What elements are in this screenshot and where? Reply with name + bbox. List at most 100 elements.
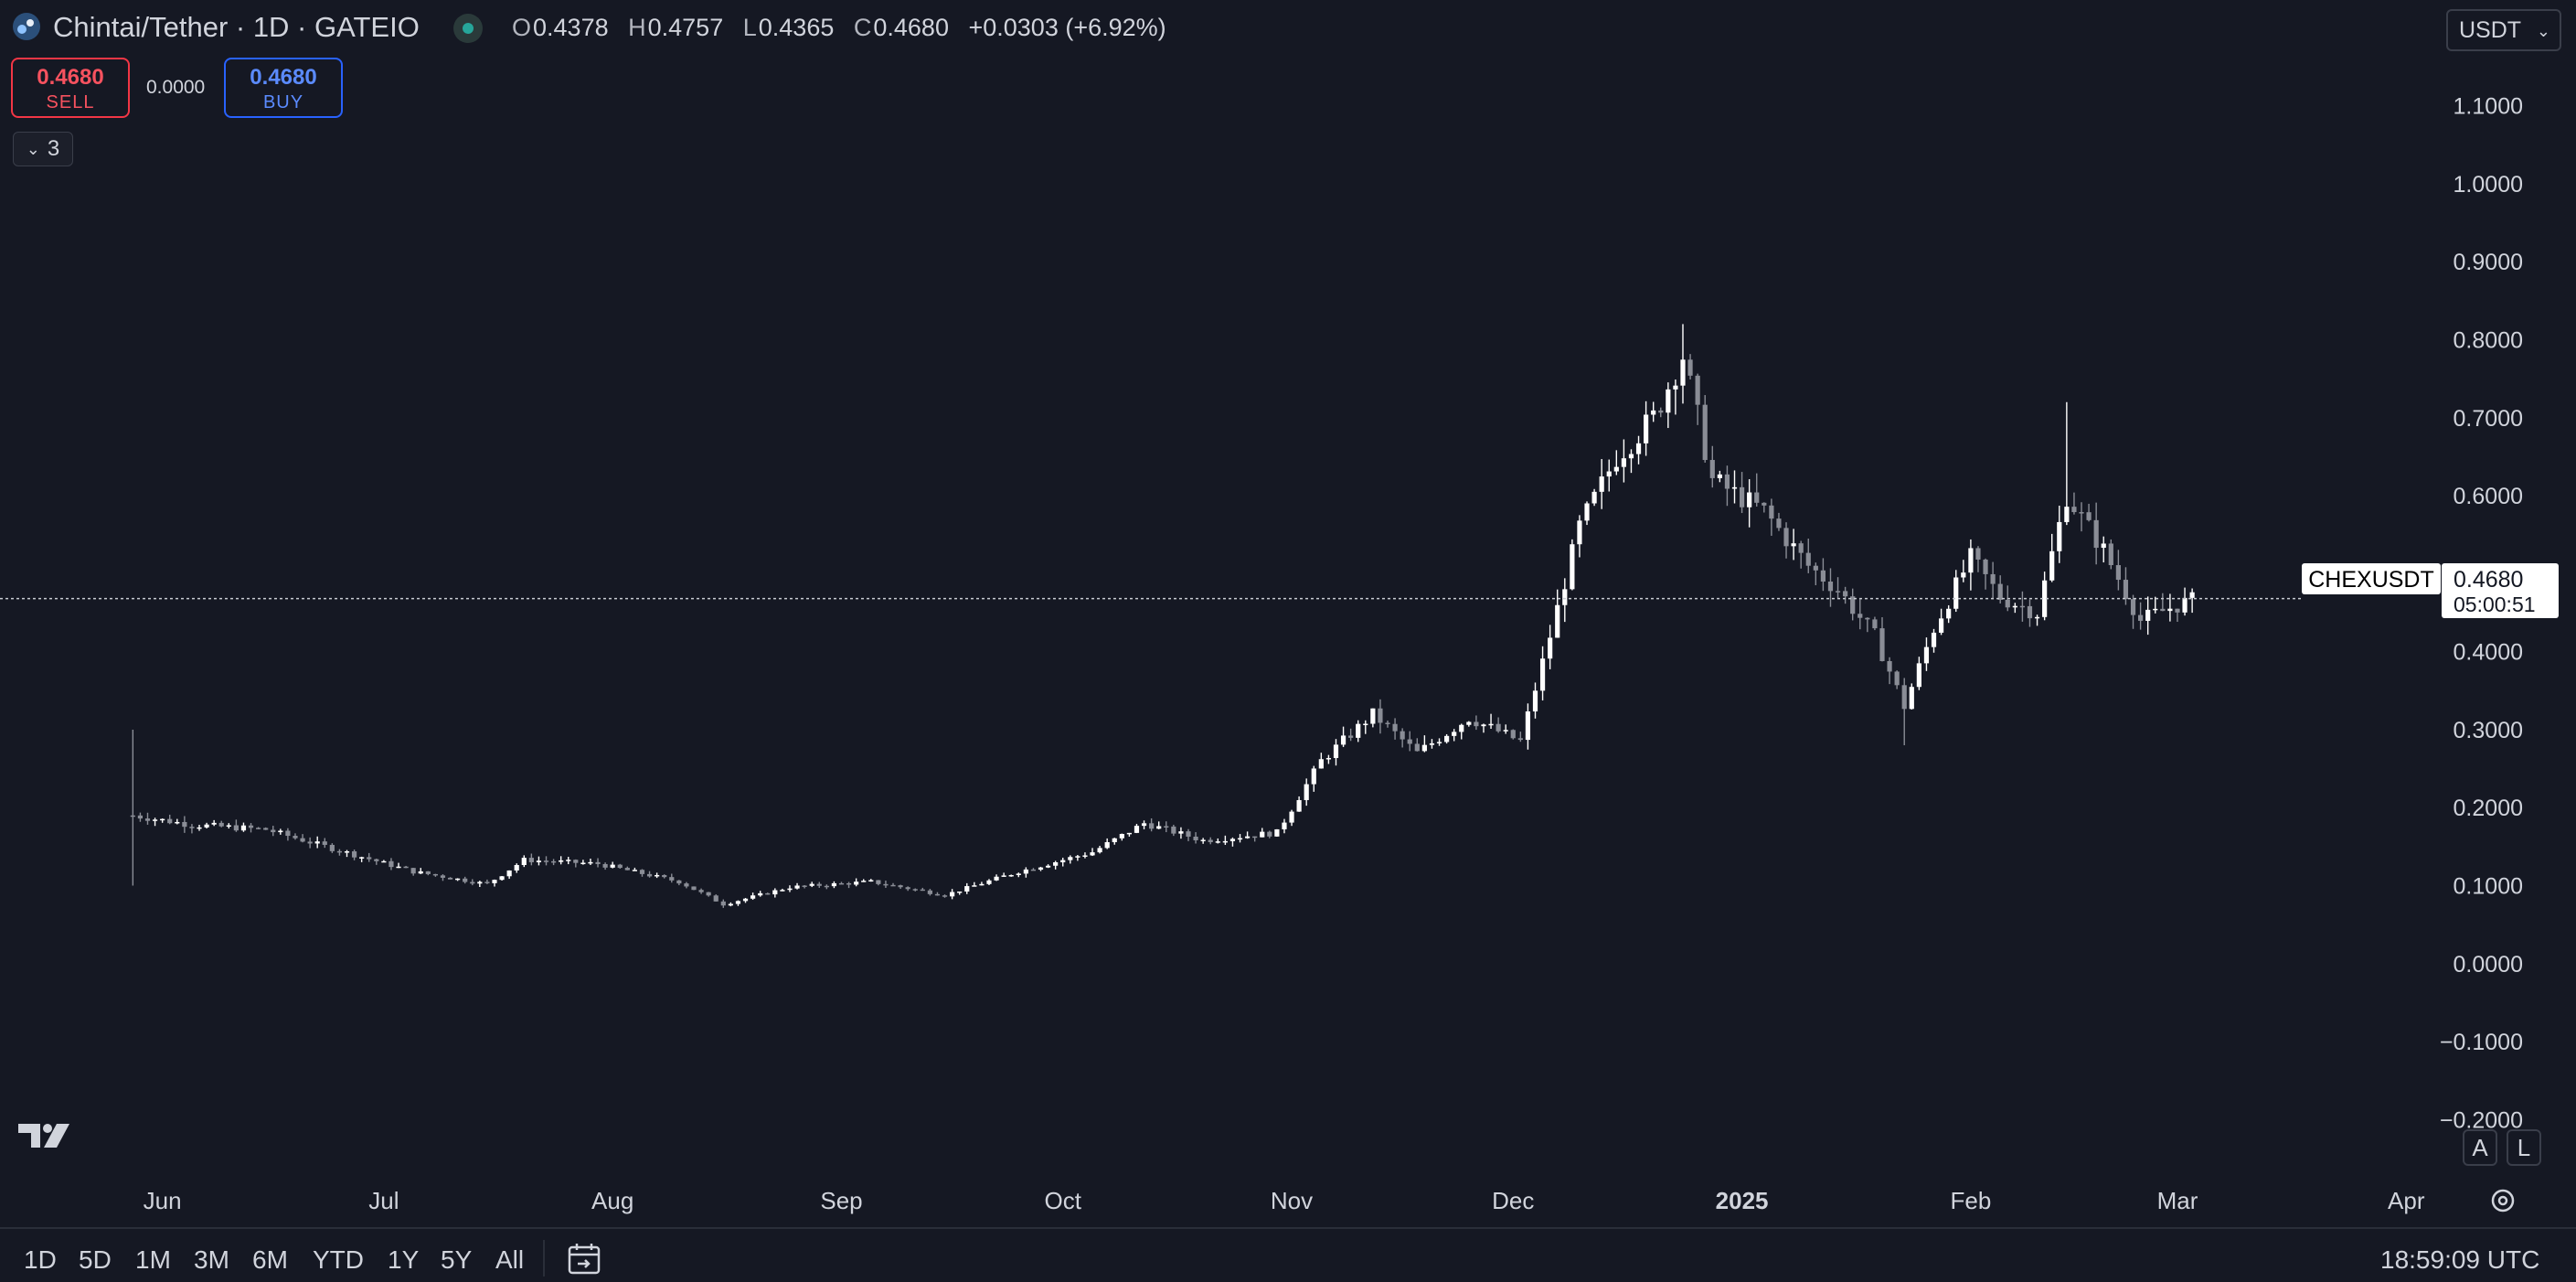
- range-3m-button[interactable]: 3M: [194, 1245, 229, 1274]
- candlestick-chart[interactable]: 1.10001.00000.90000.80000.70000.60000.50…: [0, 0, 2576, 1227]
- candle-body: [2160, 608, 2166, 612]
- candle-body: [1909, 687, 1914, 710]
- buy-button[interactable]: 0.4680 BUY: [224, 58, 343, 118]
- candle-body: [1901, 685, 1907, 710]
- candle-body: [1325, 757, 1332, 760]
- candle: [1644, 401, 1649, 456]
- candle-body: [1591, 491, 1597, 504]
- range-1m-button[interactable]: 1M: [135, 1245, 171, 1274]
- candle: [1090, 848, 1095, 857]
- candle: [720, 899, 726, 908]
- candle: [1208, 837, 1213, 845]
- candles-layer: [130, 324, 2195, 908]
- currency-select[interactable]: USDT ⌄: [2446, 9, 2561, 51]
- candle-body: [1481, 724, 1486, 727]
- x-tick-label: Jul: [368, 1187, 399, 1214]
- candle: [543, 856, 549, 866]
- candle: [344, 849, 350, 858]
- candle-body: [1252, 836, 1258, 839]
- candle-body: [1164, 826, 1169, 828]
- candle-body: [167, 818, 173, 824]
- candle-body: [610, 864, 615, 868]
- candle: [780, 888, 785, 892]
- candle-body: [484, 881, 490, 883]
- candle: [559, 856, 564, 865]
- candle: [160, 818, 165, 823]
- auto-scale-button[interactable]: A: [2463, 1129, 2497, 1166]
- candle-body: [1769, 505, 1774, 519]
- candle-body: [927, 890, 932, 894]
- candle-body: [1156, 826, 1162, 829]
- candle-body: [1724, 474, 1730, 489]
- change-value: +0.0303 (+6.92%): [968, 14, 1166, 41]
- candle-body: [1104, 842, 1110, 849]
- candle: [1887, 657, 1892, 685]
- candle-body: [624, 868, 630, 871]
- candle-body: [994, 876, 999, 881]
- candle: [1510, 729, 1516, 740]
- candle: [787, 885, 793, 892]
- low-value: 0.4365: [758, 14, 835, 41]
- candle-body: [758, 892, 763, 896]
- price-label-group: CHEXUSDT 0.4680 05:00:51: [2302, 563, 2559, 618]
- candle: [1850, 588, 1856, 621]
- candle: [2189, 588, 2195, 614]
- candle-body: [1644, 414, 1649, 443]
- sell-button[interactable]: 0.4680 SELL: [11, 58, 130, 118]
- candle-body: [2034, 616, 2040, 619]
- candle-body: [816, 883, 822, 886]
- currency-label: USDT: [2459, 16, 2522, 43]
- candle-body: [1053, 862, 1059, 866]
- candle-body: [418, 871, 423, 874]
- candle: [455, 878, 461, 881]
- candle: [1901, 678, 1907, 745]
- settings-icon[interactable]: [2491, 1189, 2515, 1213]
- range-5y-button[interactable]: 5Y: [441, 1245, 473, 1274]
- toolbar-divider: [543, 1240, 545, 1277]
- candle: [1436, 738, 1442, 746]
- candle: [831, 881, 837, 889]
- candle: [942, 894, 948, 898]
- symbol-title[interactable]: Chintai/Tether · 1D · GATEIO: [53, 11, 420, 43]
- candle: [1843, 586, 1848, 604]
- candle: [1252, 836, 1258, 842]
- candle: [986, 879, 992, 886]
- y-tick-label: 0.2000: [2454, 796, 2523, 821]
- candle-body: [1045, 865, 1051, 868]
- candle-body: [211, 822, 217, 825]
- candle-body: [1082, 855, 1088, 857]
- tradingview-logo-icon[interactable]: [16, 1120, 75, 1151]
- range-1y-button[interactable]: 1Y: [388, 1245, 420, 1274]
- x-tick-label: Mar: [2157, 1187, 2198, 1214]
- candle-body: [632, 870, 638, 871]
- candle: [2012, 603, 2017, 614]
- candle: [1894, 670, 1900, 689]
- candle: [1548, 625, 1553, 669]
- candle-body: [1827, 582, 1834, 592]
- y-tick-label: −0.1000: [2440, 1030, 2523, 1055]
- market-status-icon[interactable]: [453, 14, 483, 43]
- range-5d-button[interactable]: 5D: [79, 1245, 112, 1274]
- y-tick-label: 0.6000: [2454, 484, 2523, 509]
- last-price-tag: [2442, 563, 2559, 618]
- range-ytd-button[interactable]: YTD: [313, 1245, 364, 1274]
- candle-body: [256, 828, 261, 829]
- candle-body: [307, 841, 313, 844]
- candle-body: [1356, 723, 1361, 738]
- candle: [2130, 594, 2136, 629]
- candle-body: [1385, 722, 1390, 724]
- candle-body: [957, 891, 963, 893]
- log-scale-button[interactable]: L: [2507, 1129, 2541, 1166]
- candle: [175, 818, 180, 825]
- goto-date-icon[interactable]: [567, 1242, 603, 1277]
- utc-clock[interactable]: 18:59:09 UTC: [2380, 1245, 2540, 1274]
- indicators-toggle-button[interactable]: ⌄ 3: [13, 132, 73, 166]
- candle: [1267, 830, 1272, 839]
- candle-body: [1532, 690, 1538, 712]
- range-all-button[interactable]: All: [495, 1245, 525, 1274]
- candle: [662, 874, 667, 879]
- range-6m-button[interactable]: 6M: [252, 1245, 288, 1274]
- x-tick-label: Sep: [820, 1187, 862, 1214]
- candle-body: [765, 892, 771, 895]
- range-1d-button[interactable]: 1D: [24, 1245, 57, 1274]
